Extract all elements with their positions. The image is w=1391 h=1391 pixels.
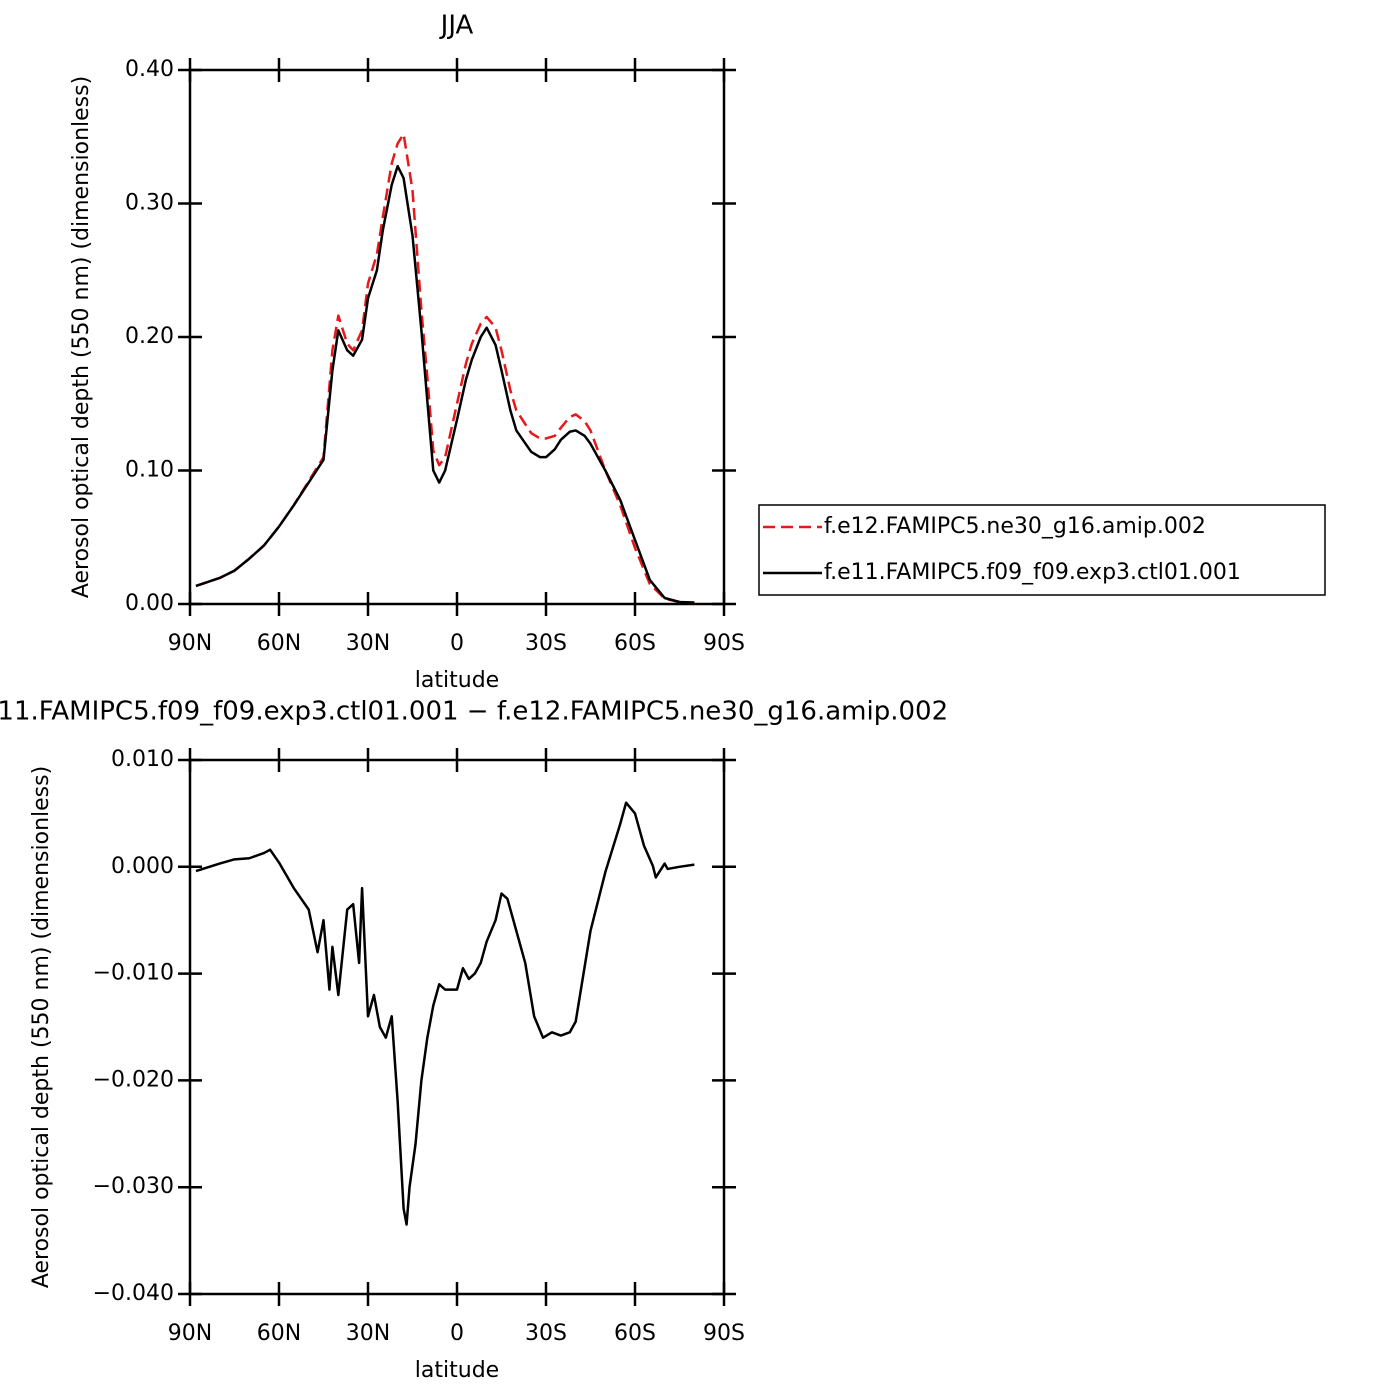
y-tick-label: −0.030 [93,1174,174,1199]
x-tick-label: 60N [257,1321,301,1346]
x-tick-label: 0 [450,631,464,656]
y-tick-label: 0.00 [125,591,174,616]
x-tick-label: 90S [703,631,745,656]
chart-title: f.e11.FAMIPC5.f09_f09.exp3.ctl01.001 − f… [0,697,948,727]
x-tick-label: 60S [614,1321,656,1346]
y-tick-label: 0.20 [125,324,174,349]
data-line [195,164,695,604]
y-axis-label: Aerosol optical depth (550 nm) (dimensio… [69,76,94,598]
plot-frame [188,68,726,606]
y-tick-label: 0.10 [125,458,174,483]
x-tick-label: 90N [168,631,212,656]
x-axis-label: latitude [415,668,499,693]
legend-label: f.e12.FAMIPC5.ne30_g16.amip.002 [824,514,1206,539]
x-tick-label: 30S [525,1321,567,1346]
x-tick-label: 30N [346,1321,390,1346]
x-tick-label: 90S [703,1321,745,1346]
y-tick-label: −0.010 [93,961,174,986]
x-tick-label: 60N [257,631,301,656]
y-tick-label: 0.010 [111,747,174,772]
data-line [195,132,695,604]
y-tick-label: 0.40 [125,57,174,82]
y-axis-label: Aerosol optical depth (550 nm) (dimensio… [29,766,54,1288]
legend-label: f.e11.FAMIPC5.f09_f09.exp3.ctl01.001 [824,560,1241,585]
x-tick-label: 90N [168,1321,212,1346]
x-tick-label: 60S [614,631,656,656]
plot-frame [188,758,726,1296]
x-axis-label: latitude [415,1358,499,1383]
y-tick-label: 0.000 [111,854,174,879]
y-tick-label: 0.30 [125,191,174,216]
data-line [195,801,695,1226]
chart-title: JJA [439,11,474,41]
x-tick-label: 0 [450,1321,464,1346]
x-tick-label: 30S [525,631,567,656]
y-tick-label: −0.040 [93,1281,174,1306]
legend-box [758,504,1326,596]
x-tick-label: 30N [346,631,390,656]
y-tick-label: −0.020 [93,1067,174,1092]
